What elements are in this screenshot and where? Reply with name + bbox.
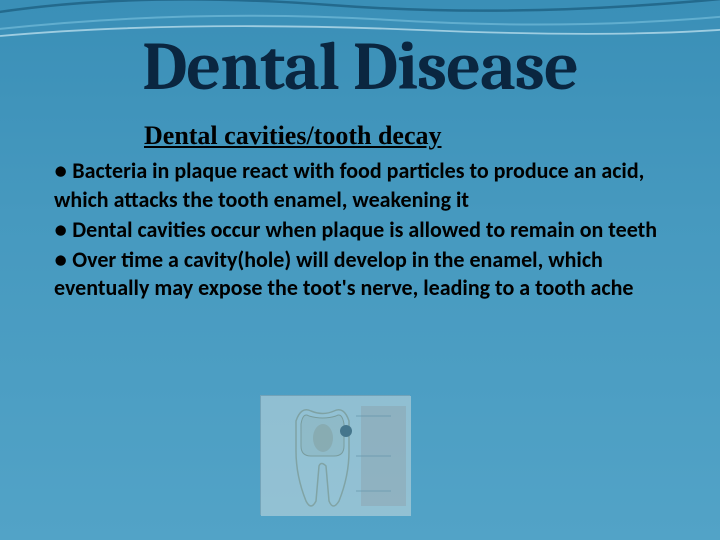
tooth-cross-section-icon [261, 396, 411, 516]
bullet-item: Dental cavities occur when plaque is all… [54, 216, 666, 244]
slide-subtitle: Dental cavities/tooth decay [144, 121, 666, 151]
bullet-list: Bacteria in plaque react with food parti… [54, 157, 666, 302]
tooth-diagram-image [260, 395, 410, 515]
bullet-item: Bacteria in plaque react with food parti… [54, 157, 666, 213]
slide-content: Dental Disease Dental cavities/tooth dec… [0, 0, 720, 540]
bullet-item: Over time a cavity(hole) will develop in… [54, 246, 666, 302]
slide-title: Dental Disease [54, 32, 666, 103]
